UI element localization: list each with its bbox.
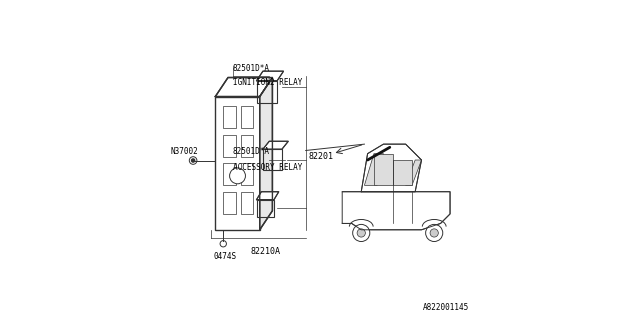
Text: 82201: 82201 [309,152,334,161]
Text: IGNITION2 RELAY: IGNITION2 RELAY [233,78,302,87]
Bar [223,106,236,128]
Bar [241,106,253,128]
Bar [223,135,236,157]
Circle shape [430,229,438,237]
Circle shape [191,159,195,162]
Bar [263,149,282,170]
Polygon shape [364,154,383,185]
Bar [215,97,260,230]
Polygon shape [263,141,288,149]
Text: ACCESSORY RELAY: ACCESSORY RELAY [233,163,302,172]
Bar [241,192,253,214]
Text: 82210A: 82210A [250,247,280,256]
Bar [257,200,274,217]
Circle shape [357,229,365,237]
Bar [241,163,253,185]
Bar [241,135,253,157]
Polygon shape [215,77,273,97]
Circle shape [230,168,246,184]
Text: A822001145: A822001145 [423,303,469,312]
Circle shape [220,241,227,247]
Text: 82501D*A: 82501D*A [233,64,270,73]
Bar [257,81,277,103]
Polygon shape [393,160,412,185]
Polygon shape [406,160,422,185]
Polygon shape [361,144,422,192]
Polygon shape [342,192,450,230]
Polygon shape [374,154,393,185]
Polygon shape [257,71,284,81]
Circle shape [353,224,370,242]
Text: 82501D*A: 82501D*A [233,147,270,156]
Circle shape [426,224,443,242]
Polygon shape [257,192,279,200]
Text: N37002: N37002 [171,147,198,156]
Text: 0474S: 0474S [214,252,237,261]
Polygon shape [260,77,273,230]
Circle shape [189,157,197,164]
Bar [223,192,236,214]
Bar [223,163,236,185]
